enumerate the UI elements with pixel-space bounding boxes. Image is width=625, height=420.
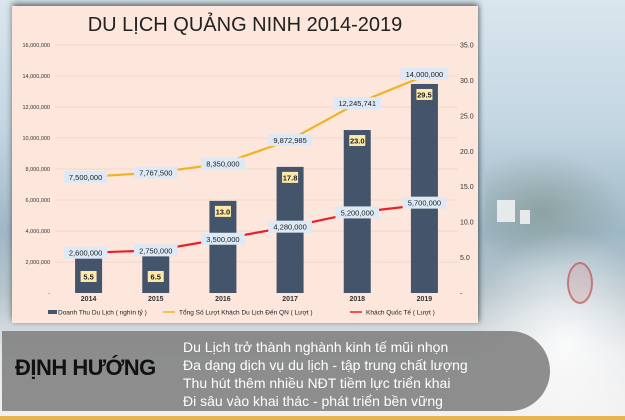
- legend-label: Doanh Thu Du Lịch ( nghìn tỷ ): [58, 310, 147, 317]
- bar-label-bg: [147, 271, 164, 282]
- line-label-bg: [400, 68, 449, 80]
- line-label-bg: [63, 246, 108, 259]
- x-tick-label: 2015: [148, 296, 164, 303]
- bar-label: 5.5: [83, 273, 93, 282]
- right-tick-label: 25.0: [460, 113, 474, 120]
- left-tick-label: 16,000,000: [22, 43, 50, 49]
- legend-label: Khách Quốc Tế ( Lượt ): [366, 308, 435, 317]
- line-label-bg: [333, 97, 382, 110]
- direction-title: ĐỊNH HƯỚNG: [15, 355, 156, 380]
- line-label-bg: [335, 206, 380, 219]
- line-label-bg: [201, 232, 245, 245]
- bar-label-bg: [80, 271, 97, 282]
- bar-label: 29.5: [417, 90, 432, 99]
- line-label: 4,280,000: [273, 223, 306, 232]
- right-axis-ticks: - 5.0 10.0 15.0 20.0 25.0 30.0 35.0: [460, 43, 474, 298]
- direction-item: Thu hút thêm nhiều NĐT tiềm lực triển kh…: [183, 375, 451, 391]
- direction-panel: [2, 331, 550, 411]
- bar-label: 13.0: [216, 207, 231, 216]
- x-tick-label: 2019: [417, 296, 433, 303]
- line-label: 12,245,741: [338, 99, 376, 108]
- line-label: 7,500,000: [69, 173, 102, 182]
- accent-line: [0, 416, 625, 420]
- right-tick-label: -: [460, 291, 463, 298]
- x-tick-label: 2014: [81, 296, 97, 303]
- line-label: 2,750,000: [139, 246, 172, 255]
- line-label: 3,500,000: [206, 235, 239, 244]
- background-building: [520, 210, 530, 224]
- right-tick-label: 10.0: [460, 220, 474, 227]
- line-label-bg: [402, 196, 447, 209]
- bar: [410, 83, 438, 293]
- line-label: 8,350,000: [206, 160, 239, 169]
- line-label-bg: [268, 133, 312, 146]
- direction-item: Đa dạng dịch vụ du lịch - tập trung chất…: [183, 357, 468, 373]
- gridlines: [55, 44, 458, 263]
- right-tick-label: 5.0: [460, 255, 470, 262]
- left-tick-label: 4,000,000: [26, 229, 50, 235]
- line-label-bg: [133, 166, 178, 179]
- x-tick-label: 2018: [349, 296, 365, 303]
- left-tick-label: 10,000,000: [22, 136, 50, 142]
- x-tick-label: 2017: [282, 296, 298, 303]
- x-axis-ticks: 2014 2015 2016 2017 2018 2019: [81, 296, 433, 303]
- line-label-bg: [201, 157, 245, 170]
- right-tick-label: 15.0: [460, 184, 474, 191]
- chart-title: DU LỊCH QUẢNG NINH 2014-2019: [88, 13, 403, 36]
- bar-label-bg: [214, 205, 231, 217]
- legend: Doanh Thu Du Lịch ( nghìn tỷ ) Tổng Số Lư…: [48, 308, 435, 317]
- background-building: [497, 200, 515, 222]
- right-tick-label: 30.0: [460, 78, 474, 85]
- left-tick-label: 12,000,000: [22, 105, 50, 111]
- bar-label-bg: [416, 88, 433, 100]
- line-label: 7,767,500: [139, 169, 172, 178]
- line-label-bg: [63, 170, 108, 183]
- left-tick-label: 8,000,000: [26, 167, 50, 173]
- data-labels: 5.5 6.5 13.0 17.8 23.0 29.5 7,500,000 7,767,500…: [63, 68, 449, 282]
- left-tick-label: 14,000,000: [22, 74, 50, 80]
- legend-label: Tổng Số Lượt Khách Du Lịch Đến QN ( Lượt…: [179, 308, 313, 317]
- tourism-chart: DU LỊCH QUẢNG NINH 2014-2019 - 2,000,000 4…: [22, 13, 474, 317]
- bar-label-bg: [349, 135, 366, 147]
- direction-item: Đi sâu vào khai thác - phát triển bền vữ…: [183, 393, 443, 409]
- line-label-bg: [268, 220, 312, 233]
- line-label: 9,872,985: [273, 136, 306, 145]
- bar-label-bg: [282, 171, 299, 183]
- left-tick-label: 6,000,000: [26, 198, 50, 204]
- bar-label: 17.8: [283, 173, 298, 182]
- line-label: 5,200,000: [341, 208, 374, 217]
- line-label: 5,700,000: [408, 199, 441, 208]
- left-tick-label: 2,000,000: [26, 260, 50, 266]
- line-label-bg: [133, 244, 178, 257]
- line-label: 14,000,000: [406, 70, 444, 79]
- background-ferris-wheel: [567, 262, 593, 304]
- left-tick-label: -: [48, 291, 50, 297]
- direction-list: Du Lịch trở thành nghành kinh tế mũi nhọ…: [183, 338, 468, 410]
- right-tick-label: 20.0: [460, 149, 474, 156]
- legend-swatch: [48, 310, 57, 314]
- left-axis-ticks: - 2,000,000 4,000,000 6,000,000 8,000,000 10,…: [22, 43, 50, 297]
- line-label: 2,600,000: [69, 249, 102, 258]
- right-tick-label: 35.0: [460, 43, 474, 50]
- direction-item: Du Lịch trở thành nghành kinh tế mũi nhọ…: [183, 339, 449, 355]
- bar-label: 6.5: [151, 273, 161, 282]
- x-tick-label: 2016: [215, 296, 231, 303]
- series-line: [88, 74, 425, 178]
- bar-label: 23.0: [350, 137, 365, 146]
